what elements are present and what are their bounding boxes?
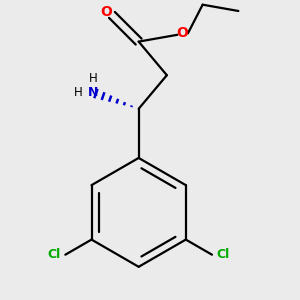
Text: H: H bbox=[74, 85, 82, 98]
Text: O: O bbox=[101, 5, 112, 19]
Text: Cl: Cl bbox=[217, 248, 230, 261]
Text: N: N bbox=[88, 85, 98, 98]
Text: O: O bbox=[176, 26, 188, 40]
Text: H: H bbox=[88, 72, 97, 85]
Text: Cl: Cl bbox=[47, 248, 61, 261]
